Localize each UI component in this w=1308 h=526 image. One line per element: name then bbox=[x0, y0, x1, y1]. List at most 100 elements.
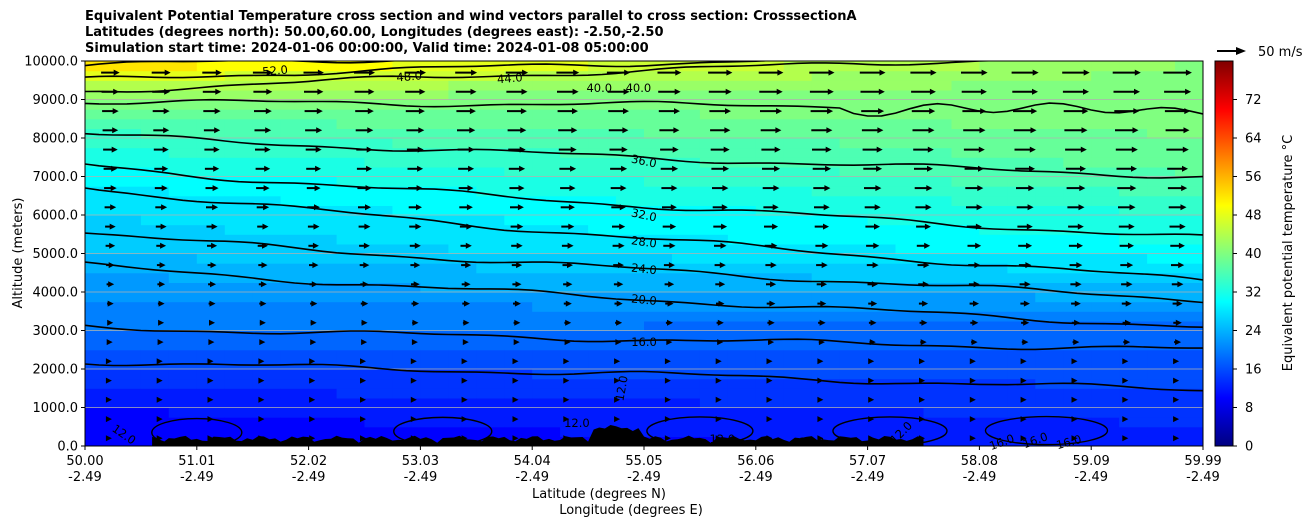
field-cell bbox=[85, 378, 114, 389]
wind-vector-head bbox=[1025, 262, 1032, 269]
field-cell bbox=[1119, 369, 1148, 380]
field-cell bbox=[755, 70, 785, 81]
field-cell bbox=[951, 349, 981, 360]
wind-vector-head bbox=[975, 223, 982, 230]
wind-vector-head bbox=[263, 204, 270, 211]
field-cell bbox=[364, 89, 394, 101]
field-cell bbox=[755, 320, 785, 332]
wind-vector-head bbox=[161, 204, 168, 211]
field-cell bbox=[839, 166, 869, 178]
x-tick-label-lon: -2.49 bbox=[68, 470, 102, 485]
wind-vector-head bbox=[981, 69, 988, 76]
wind-vector-head bbox=[1020, 377, 1027, 384]
field-cell bbox=[504, 80, 533, 91]
x-tick-label-lat: 57.07 bbox=[849, 454, 886, 469]
wind-vector-head bbox=[470, 88, 477, 95]
field-cell bbox=[1035, 311, 1064, 322]
field-cell bbox=[476, 369, 505, 380]
colorbar-tick-label: 8 bbox=[1245, 401, 1253, 416]
field-cell bbox=[308, 99, 338, 110]
field-cell bbox=[308, 215, 338, 226]
field-cell bbox=[923, 109, 953, 120]
field-cell bbox=[113, 301, 142, 312]
field-cell bbox=[140, 320, 170, 332]
wind-vector-head bbox=[105, 435, 112, 442]
field-cell bbox=[755, 359, 785, 370]
field-cell bbox=[364, 349, 394, 360]
field-cell bbox=[951, 436, 981, 446]
field-cell bbox=[895, 118, 925, 129]
field-cell bbox=[364, 205, 394, 216]
field-cell bbox=[448, 426, 477, 437]
field-cell bbox=[811, 272, 841, 283]
wind-vector-head bbox=[105, 377, 112, 384]
field-cell bbox=[1007, 166, 1036, 178]
field-cell bbox=[783, 89, 813, 101]
field-cell bbox=[1147, 263, 1176, 274]
field-cell bbox=[616, 99, 645, 110]
field-cell bbox=[140, 157, 170, 168]
field-cell bbox=[588, 263, 617, 274]
wind-vector-head bbox=[878, 108, 885, 115]
field-cell bbox=[923, 138, 953, 149]
field-cell bbox=[1035, 224, 1064, 235]
field-cell bbox=[588, 397, 617, 409]
wind-vector-head bbox=[110, 185, 117, 192]
field-cell bbox=[1035, 320, 1064, 332]
wind-vector-head bbox=[1032, 69, 1039, 76]
field-cell bbox=[392, 61, 421, 72]
field-cell bbox=[420, 128, 449, 139]
field-cell bbox=[979, 359, 1008, 370]
field-cell bbox=[364, 426, 394, 437]
field-cell bbox=[1007, 388, 1036, 399]
field-cell bbox=[308, 417, 338, 428]
field-cell bbox=[392, 359, 421, 370]
field-cell bbox=[364, 330, 394, 341]
field-cell bbox=[1147, 195, 1176, 206]
field-cell bbox=[1091, 166, 1120, 178]
field-cell bbox=[196, 272, 226, 283]
field-cell bbox=[476, 138, 505, 149]
field-cell bbox=[867, 157, 897, 168]
field-cell bbox=[727, 80, 757, 91]
field-cell bbox=[1091, 224, 1120, 235]
field-cell bbox=[951, 195, 981, 206]
wind-vector-head bbox=[461, 377, 468, 384]
field-cell bbox=[1091, 118, 1120, 129]
x-tick-label-lat: 55.05 bbox=[625, 454, 662, 469]
field-cell bbox=[588, 243, 617, 255]
field-cell bbox=[560, 234, 589, 245]
field-cell bbox=[308, 166, 338, 178]
field-cell bbox=[1147, 282, 1176, 293]
field-cell bbox=[783, 157, 813, 168]
field-cell bbox=[1175, 292, 1203, 303]
field-cell bbox=[1175, 166, 1203, 178]
field-cell bbox=[672, 128, 701, 139]
field-cell bbox=[895, 272, 925, 283]
field-cell bbox=[1063, 330, 1092, 341]
field-cell bbox=[1119, 157, 1148, 168]
field-cell bbox=[1175, 320, 1203, 332]
wind-vector-head bbox=[620, 185, 627, 192]
contour-label: 20.0 bbox=[631, 291, 658, 308]
field-cell bbox=[672, 157, 701, 168]
wind-vector-head bbox=[311, 300, 318, 307]
field-cell bbox=[280, 118, 310, 129]
field-cell bbox=[308, 340, 338, 351]
field-cell bbox=[867, 311, 897, 322]
field-cell bbox=[951, 292, 981, 303]
field-cell bbox=[280, 109, 310, 120]
wind-vector-head bbox=[309, 396, 316, 403]
field-cell bbox=[392, 195, 421, 206]
wind-vector-head bbox=[1173, 396, 1180, 403]
field-cell bbox=[224, 61, 254, 72]
field-cell bbox=[644, 176, 673, 187]
field-cell bbox=[1091, 109, 1120, 120]
field-cell bbox=[532, 301, 561, 312]
field-cell bbox=[532, 109, 561, 120]
field-cell bbox=[644, 349, 673, 360]
field-cell bbox=[168, 301, 198, 312]
field-cell bbox=[532, 186, 561, 197]
field-cell bbox=[979, 215, 1008, 226]
